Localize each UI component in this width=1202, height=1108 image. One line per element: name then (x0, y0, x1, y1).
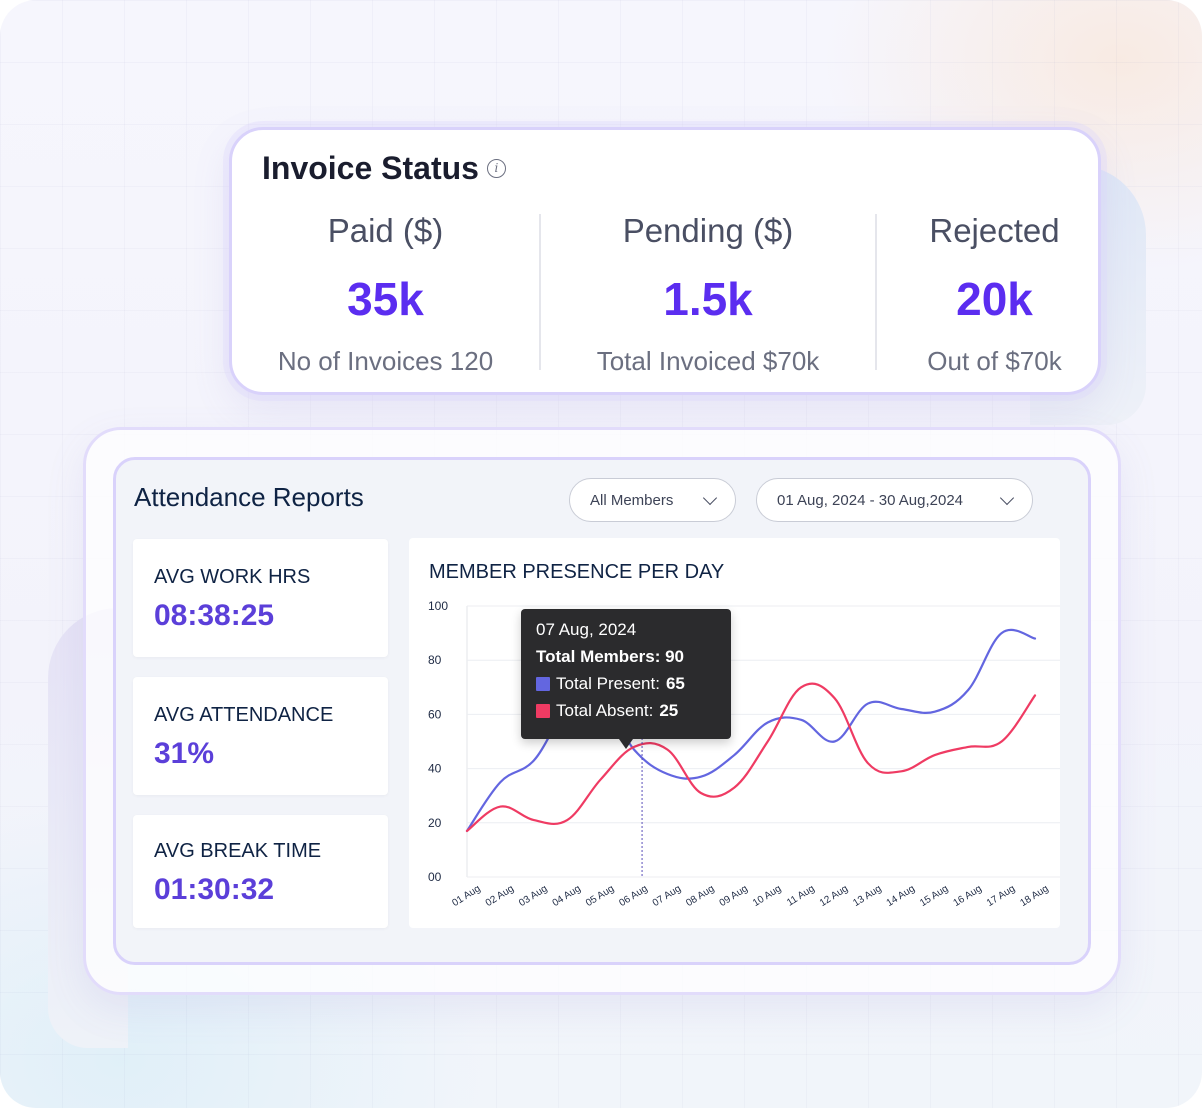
invoice-rejected-value: 20k (956, 273, 1033, 325)
y-tick-label: 00 (428, 870, 442, 884)
tooltip-absent-label: Total Absent: (556, 701, 654, 720)
chevron-down-icon (999, 490, 1015, 506)
invoice-status-card: Invoice Status i Paid ($) 35k No of Invo… (229, 127, 1101, 395)
x-tick-label: 15 Aug (918, 883, 950, 909)
stat-label: AVG ATTENDANCE (154, 704, 334, 726)
x-tick-label: 03 Aug (517, 883, 549, 909)
invoice-paid-label: Paid ($) (327, 212, 444, 249)
x-tick-label: 01 Aug (450, 883, 482, 909)
stat-card-attendance: AVG ATTENDANCE 31% (133, 677, 388, 795)
present-swatch (536, 677, 550, 691)
x-tick-label: 06 Aug (617, 883, 649, 909)
x-tick-label: 02 Aug (484, 883, 516, 909)
invoice-title-row: Invoice Status i (262, 150, 506, 187)
tooltip-date: 07 Aug, 2024 (536, 620, 637, 639)
stat-value: 01:30:32 (154, 873, 275, 906)
invoice-paid-sub: No of Invoices 120 (277, 346, 494, 376)
x-tick-label: 11 Aug (785, 883, 817, 908)
stat-value: 08:38:25 (154, 599, 275, 632)
invoice-pending-label: Pending ($) (622, 212, 794, 249)
y-tick-label: 60 (428, 707, 442, 721)
series-absent-line (465, 682, 1037, 833)
y-tick-label: 100 (428, 599, 448, 613)
y-tick-label: 20 (428, 816, 442, 830)
stat-value: 31% (154, 737, 215, 770)
x-tick-label: 16 Aug (952, 883, 984, 909)
invoice-pending-value: 1.5k (663, 273, 753, 325)
tooltip-absent-value: 25 (659, 701, 679, 720)
divider (539, 214, 541, 370)
x-tick-label: 14 Aug (885, 883, 917, 909)
x-tick-label: 13 Aug (851, 883, 883, 909)
info-icon[interactable]: i (486, 159, 506, 178)
stat-card-break-time: AVG BREAK TIME 01:30:32 (133, 815, 388, 928)
tooltip-present-row: Total Present: 65 (536, 674, 685, 694)
stat-label: AVG WORK HRS (154, 566, 311, 588)
x-tick-label: 08 Aug (684, 883, 716, 909)
tooltip-absent-row: Total Absent: 25 (536, 701, 678, 721)
chart-title: MEMBER PRESENCE PER DAY (429, 561, 725, 583)
invoice-title: Invoice Status (262, 150, 479, 186)
x-tick-label: 17 Aug (985, 883, 1017, 909)
invoice-pending: Pending ($) 1.5k Total Invoiced $70k (541, 212, 875, 377)
tooltip-present-value: 65 (665, 674, 685, 693)
absent-swatch (536, 704, 550, 718)
member-filter-value: All Members (590, 491, 674, 509)
chevron-down-icon (702, 490, 718, 506)
chart-tooltip: 07 Aug, 2024 Total Members: 90 Total Pre… (521, 609, 731, 749)
invoice-rejected-label: Rejected (929, 212, 1060, 249)
chart-card (409, 538, 1060, 928)
y-tick-label: 40 (428, 762, 442, 776)
date-range-value: 01 Aug, 2024 - 30 Aug,2024 (777, 491, 963, 509)
tooltip-present-label: Total Present: (556, 674, 660, 693)
member-filter-dropdown[interactable]: All Members (569, 478, 736, 522)
x-tick-label: 05 Aug (584, 883, 616, 909)
x-tick-label: 18 Aug (1018, 883, 1050, 909)
invoice-pending-sub: Total Invoiced $70k (596, 346, 820, 376)
x-tick-label: 10 Aug (751, 883, 783, 909)
x-tick-label: 04 Aug (551, 883, 583, 909)
x-tick-label: 07 Aug (651, 883, 683, 909)
presence-line-chart[interactable]: 00 20 40 60 80 100 01 Aug 02 Aug 03 Aug 04 Aug 05 … (409, 538, 1060, 928)
tooltip-total: Total Members: 90 (536, 647, 685, 666)
invoice-paid: Paid ($) 35k No of Invoices 120 (232, 212, 539, 377)
invoice-paid-value: 35k (347, 273, 424, 325)
invoice-rejected-sub: Out of $70k (927, 346, 1062, 376)
x-tick-label: 12 Aug (818, 883, 850, 909)
date-range-dropdown[interactable]: 01 Aug, 2024 - 30 Aug,2024 (756, 478, 1033, 522)
x-tick-label: 09 Aug (718, 883, 750, 909)
invoice-rejected: Rejected 20k Out of $70k (877, 212, 1112, 377)
stat-card-work-hrs: AVG WORK HRS 08:38:25 (133, 539, 388, 657)
attendance-title: Attendance Reports (134, 482, 364, 512)
stat-label: AVG BREAK TIME (154, 840, 322, 862)
divider (875, 214, 877, 370)
y-tick-label: 80 (428, 653, 442, 667)
